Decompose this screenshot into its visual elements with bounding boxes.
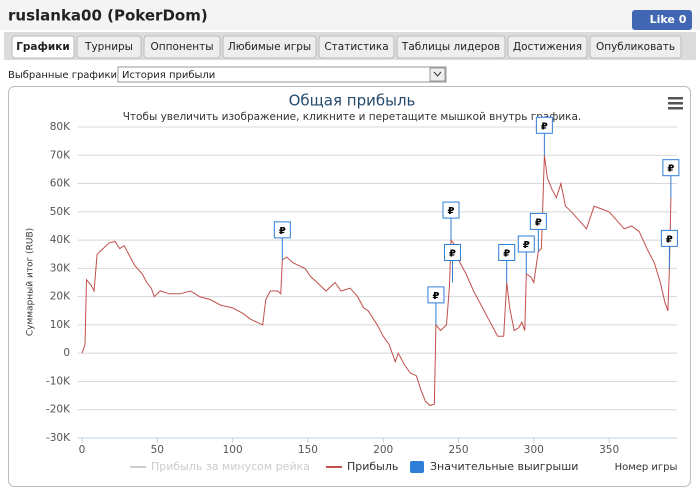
menu-icon[interactable] <box>668 97 683 110</box>
y-tick-label: -20K <box>46 404 71 416</box>
y-axis-label: Суммарный итог (RUB) <box>26 228 36 336</box>
y-tick-label: 20K <box>50 291 71 303</box>
x-tick-label: 100 <box>223 444 243 456</box>
tab[interactable] <box>507 35 588 59</box>
y-tick-label: 40K <box>50 234 71 246</box>
tab-label[interactable]: Турниры <box>84 41 133 53</box>
line-series <box>81 155 672 407</box>
flag <box>427 286 445 304</box>
x-tick-label: 200 <box>373 444 393 456</box>
legend-label[interactable]: Прибыль за минусом рейка <box>151 460 310 473</box>
flag <box>535 116 553 134</box>
flag-label: ₽ <box>667 164 674 175</box>
tab[interactable] <box>11 35 75 59</box>
selector[interactable] <box>117 66 447 83</box>
arrow-icon <box>433 71 442 77</box>
x-tick-label: 350 <box>599 444 619 456</box>
y-tick-label: 10K <box>50 319 71 331</box>
y-tick-label: 80K <box>50 121 71 133</box>
flag-label: ₽ <box>448 206 455 217</box>
tab[interactable] <box>76 35 142 59</box>
x-tick-label: 0 <box>79 444 86 456</box>
flag <box>444 244 462 261</box>
x-tick-label: 250 <box>449 444 469 456</box>
selector-arrow[interactable] <box>429 67 446 82</box>
y-tick-label: -10K <box>46 375 71 387</box>
legend-symbol <box>410 461 424 473</box>
selector-label: Выбранные графики: <box>8 70 120 81</box>
flag <box>273 221 291 239</box>
flag <box>529 212 547 230</box>
y-tick-label: 30K <box>50 262 71 274</box>
tab-label[interactable]: Графики <box>16 41 70 53</box>
flag-label: ₽ <box>503 249 510 260</box>
chart-frame <box>8 86 691 487</box>
x-tick-label: 150 <box>298 444 318 456</box>
legend-label[interactable]: Прибыль <box>347 460 398 473</box>
menu-bar[interactable] <box>668 107 683 110</box>
tab[interactable] <box>589 35 682 59</box>
tab[interactable] <box>143 35 221 59</box>
y-tick-label: -30K <box>46 432 71 444</box>
tab-label[interactable]: Статистика <box>324 41 388 53</box>
page-title: ruslanka00 (PokerDom) <box>8 7 208 25</box>
tab[interactable] <box>396 35 506 59</box>
tab-label[interactable]: Таблицы лидеров <box>401 41 500 53</box>
flag-label: ₽ <box>432 291 439 302</box>
menu-bar[interactable] <box>668 97 683 100</box>
tab-label[interactable]: Достижения <box>513 41 582 53</box>
y-tick-label: 60K <box>50 178 71 190</box>
flag-label: ₽ <box>541 121 548 132</box>
tab[interactable] <box>318 35 395 59</box>
tab-label[interactable]: Опубликовать <box>596 41 675 53</box>
flag <box>660 229 678 247</box>
flag <box>498 244 516 261</box>
like-text[interactable]: Like 0 <box>650 13 687 26</box>
flag-label: ₽ <box>449 249 456 260</box>
like-button[interactable] <box>632 10 692 30</box>
y-tick-label: 70K <box>50 149 71 161</box>
menu-bar[interactable] <box>668 102 683 105</box>
chart-title: Общая прибыль <box>289 92 416 110</box>
flag-label: ₽ <box>279 226 286 237</box>
x-tick-label: 50 <box>151 444 164 456</box>
x-axis-label: Номер игры <box>615 462 678 473</box>
y-tick-label: 0 <box>63 347 70 359</box>
flag-label: ₽ <box>523 240 530 251</box>
header-bar <box>0 0 700 30</box>
legend-label[interactable]: Значительные выигрыши <box>430 460 578 473</box>
chart-subtitle: Чтобы увеличить изображение, кликните и … <box>123 111 582 123</box>
flag <box>517 235 535 253</box>
y-tick-label: 50K <box>50 206 71 218</box>
flag-label: ₽ <box>535 217 542 228</box>
tab-label[interactable]: Любимые игры <box>228 41 311 53</box>
flag <box>662 159 680 177</box>
tab[interactable] <box>222 35 317 59</box>
flag <box>442 201 460 219</box>
flag-label: ₽ <box>666 234 673 245</box>
tab-label[interactable]: Оппоненты <box>150 41 213 53</box>
selector-value[interactable]: История прибыли <box>122 70 215 81</box>
x-tick-label: 300 <box>524 444 544 456</box>
